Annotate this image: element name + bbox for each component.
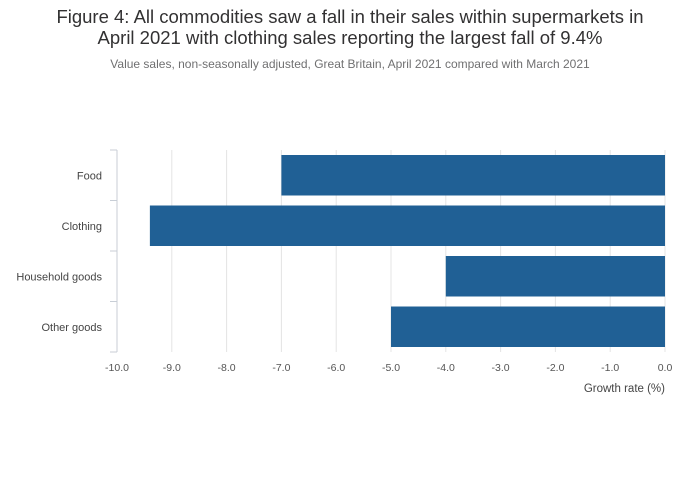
x-tick-label: 0.0 <box>658 362 673 374</box>
x-tick-label: -10.0 <box>105 362 129 374</box>
x-axis: -10.0 -9.0 -8.0 -7.0 -6.0 -5.0 -4.0 -3.0 -2.0 -1.… <box>105 362 672 374</box>
x-tick-label: -4.0 <box>437 362 455 374</box>
bar <box>445 256 665 297</box>
chart-subtitle: Value sales, non-seasonally adjusted, Gr… <box>110 57 590 71</box>
chart-title: Figure 4: All commodities saw a fall in … <box>0 6 700 48</box>
x-tick-label: -3.0 <box>492 362 510 374</box>
x-tick-label: -1.0 <box>601 362 619 374</box>
y-category-label: Household goods <box>16 271 102 283</box>
chart-title-line-1: Figure 4: All commodities saw a fall in … <box>56 6 644 27</box>
y-category-label: Clothing <box>62 221 102 233</box>
y-category-label: Food <box>77 170 102 182</box>
y-axis: Food Clothing Household goods Other goods <box>16 149 118 353</box>
x-tick-label: -8.0 <box>218 362 236 374</box>
x-tick-label: -7.0 <box>272 362 290 374</box>
x-tick-label: -6.0 <box>327 362 345 374</box>
chart-title-line-2: April 2021 with clothing sales reporting… <box>97 27 603 48</box>
bar <box>149 205 665 246</box>
x-tick-label: -2.0 <box>546 362 564 374</box>
bar <box>281 155 665 196</box>
bar <box>391 306 665 347</box>
y-category-label: Other goods <box>41 322 102 334</box>
bars <box>149 155 665 347</box>
x-tick-label: -9.0 <box>163 362 181 374</box>
x-axis-title: Growth rate (%) <box>584 383 665 395</box>
x-tick-label: -5.0 <box>382 362 400 374</box>
